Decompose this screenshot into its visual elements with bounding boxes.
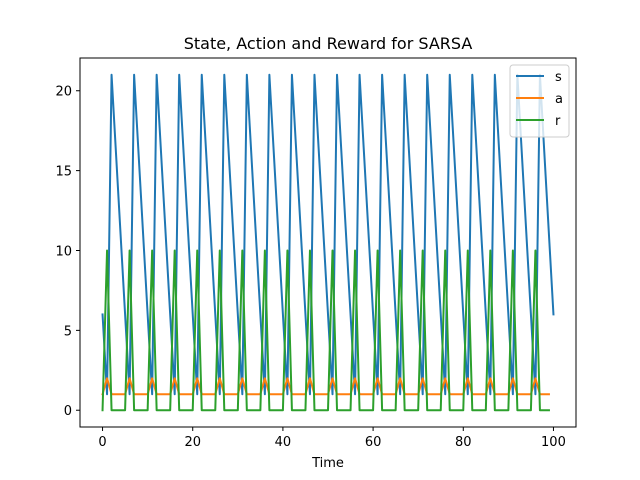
x-tick-label: 80	[455, 435, 472, 450]
x-tick-label: 40	[275, 435, 292, 450]
chart-title: State, Action and Reward for SARSA	[184, 34, 473, 53]
legend-label-r: r	[555, 114, 561, 129]
legend-label-a: a	[555, 92, 563, 107]
x-tick-label: 20	[184, 435, 201, 450]
y-tick-label: 0	[64, 404, 72, 419]
x-tick-label: 100	[541, 435, 566, 450]
legend-label-s: s	[555, 70, 562, 85]
y-tick-label: 15	[55, 165, 72, 180]
series-line-r	[101, 249, 550, 412]
y-tick-label: 5	[64, 324, 72, 339]
y-tick-label: 10	[55, 244, 72, 259]
x-tick-label: 60	[365, 435, 382, 450]
plot-area	[101, 73, 555, 412]
axes: 0 20 40 60 80 100 0 5 10 15 20	[55, 57, 577, 450]
y-tick-label: 20	[55, 85, 72, 100]
legend: sar	[509, 64, 570, 138]
x-tick-label: 0	[98, 435, 106, 450]
axes-frame	[79, 57, 577, 428]
x-axis-label: Time	[311, 456, 344, 471]
